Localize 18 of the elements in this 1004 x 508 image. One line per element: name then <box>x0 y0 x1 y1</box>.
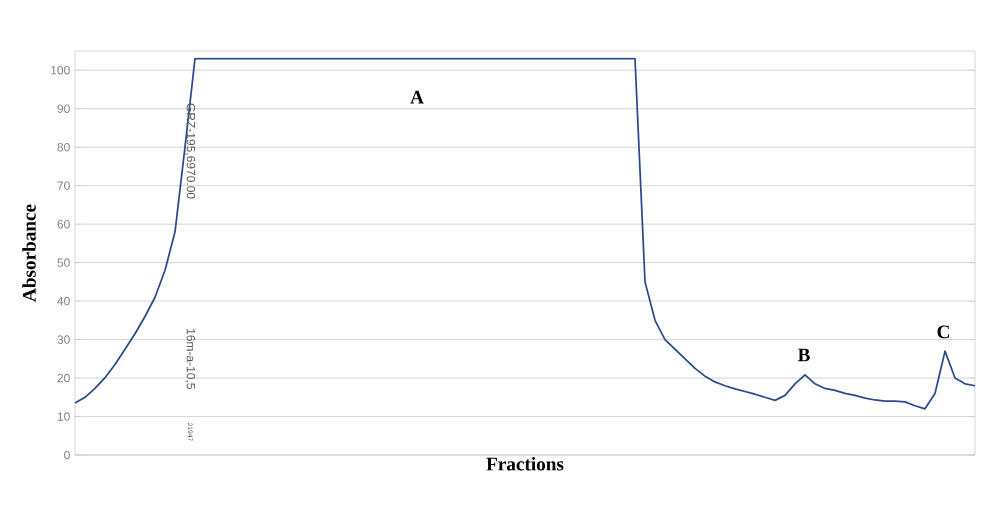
y-axis-title: Absorbance <box>22 204 36 302</box>
y-tick-label: 100 <box>51 65 70 75</box>
y-tick-label: 60 <box>57 219 70 229</box>
annotation: GRZ-195,6970.00 <box>185 103 196 199</box>
y-tick-label: 80 <box>57 142 70 152</box>
y-tick-label: 90 <box>57 104 70 113</box>
x-axis-title: Fractions <box>486 457 564 471</box>
y-tick-label: 40 <box>57 296 70 306</box>
annotation: 16m-a-10,5 <box>185 329 196 389</box>
annotation: A <box>410 90 424 104</box>
y-tick-label: 70 <box>57 181 70 190</box>
annotation: B <box>797 348 810 362</box>
y-tick-label: 10 <box>57 412 70 421</box>
y-tick-label: 50 <box>57 258 70 267</box>
y-tick-label: 20 <box>57 373 70 383</box>
y-tick-label: 0 <box>64 450 70 460</box>
annotation: C <box>937 325 949 339</box>
y-tick-label: 30 <box>57 335 70 344</box>
